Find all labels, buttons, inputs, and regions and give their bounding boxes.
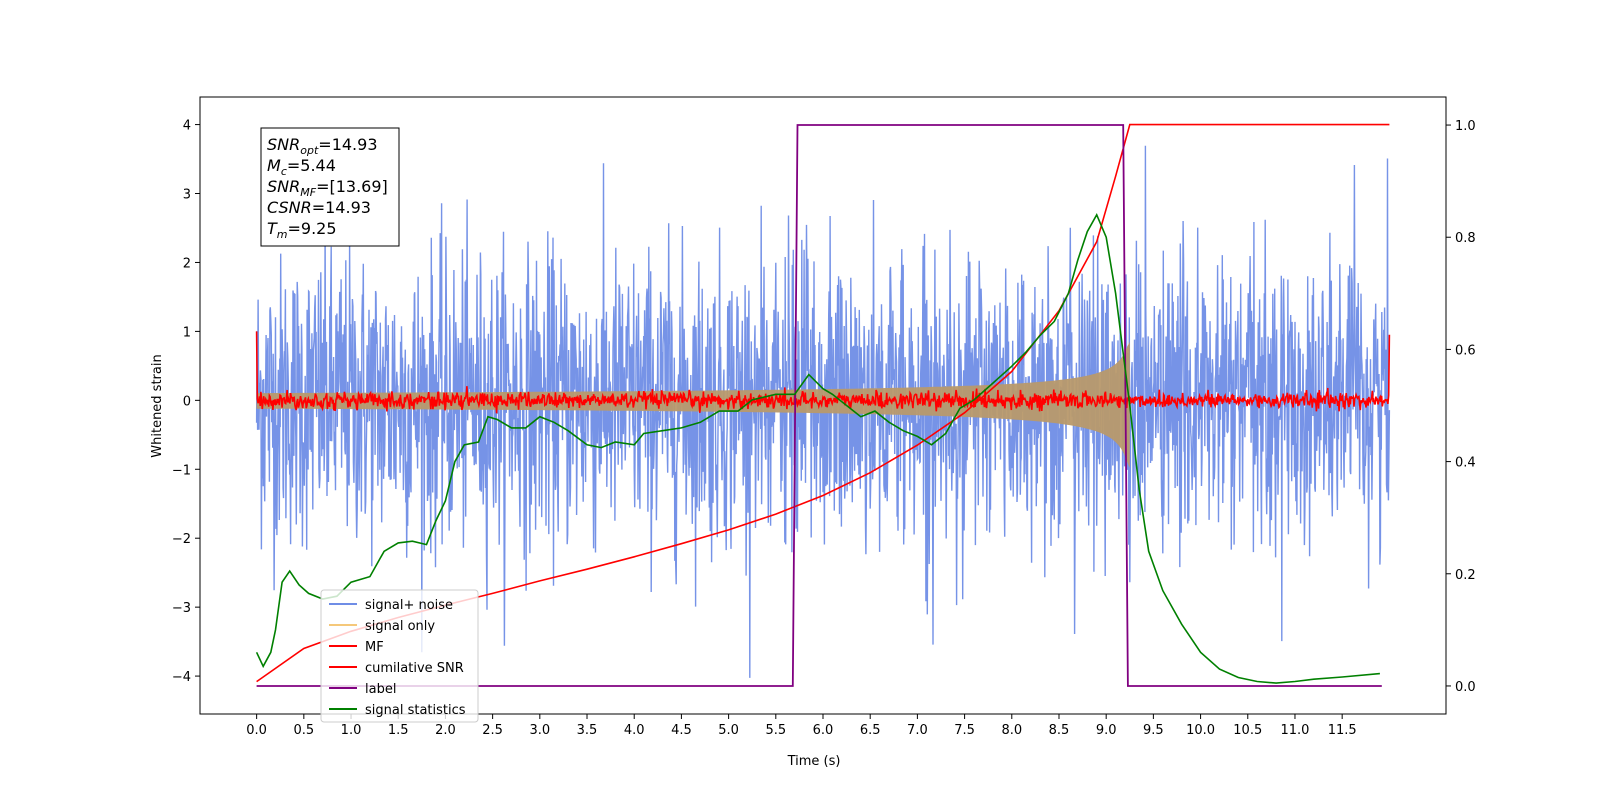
x-tick-label: 7.5: [954, 723, 975, 738]
series-label: [256, 124, 1382, 687]
annotation-symbol: CSNR: [267, 198, 312, 217]
x-tick-label: 0.5: [293, 723, 314, 738]
x-tick-label: 10.0: [1186, 723, 1215, 738]
x-tick-label: 5.0: [718, 723, 739, 738]
x-tick-label: 11.5: [1328, 723, 1357, 738]
annotation-symbol: SNR: [267, 135, 300, 154]
legend-entry: signal statistics: [365, 703, 466, 718]
annotation-line: Tm=9.25: [267, 219, 337, 241]
y2-tick-label: 1.0: [1455, 119, 1476, 134]
x-tick-label: 9.5: [1143, 723, 1164, 738]
series-mf: [255, 331, 1391, 414]
x-tick-label: 0.0: [246, 723, 267, 738]
annotation-subscript: c: [281, 165, 287, 178]
y2-tick-label: 0.4: [1455, 456, 1476, 471]
annotation-line: CSNR=14.93: [267, 198, 371, 217]
annotation-subscript: m: [277, 228, 288, 241]
x-tick-label: 6.5: [860, 723, 881, 738]
annotation-value: =14.93: [318, 135, 377, 154]
annotation-symbol: T: [267, 219, 278, 238]
annotation-subscript: opt: [300, 144, 319, 157]
annotation-line: SNRMF=[13.69]: [267, 177, 388, 199]
series-signal-statistics: [255, 212, 1380, 684]
annotation-subscript: MF: [300, 186, 316, 199]
legend-entry: cumilative SNR: [365, 661, 464, 676]
annotation-symbol: M: [267, 156, 281, 175]
x-axis-label: Time (s): [787, 754, 841, 769]
x-tick-label: 10.5: [1233, 723, 1262, 738]
legend: signal+ noise signal only MF cumilative SNR…: [320, 589, 479, 723]
annotation-value: =5.44: [287, 156, 336, 175]
y2-tick-label: 0.6: [1455, 343, 1476, 358]
annotation-line: Mc=5.44: [267, 156, 336, 178]
x-tick-label: 4.0: [624, 723, 645, 738]
annotation-symbol: SNR: [267, 177, 300, 196]
y-axis-label: Whitened strain: [150, 354, 165, 457]
annotation-box: SNRopt=14.93Mc=5.44SNRMF=[13.69]CSNR=14.…: [260, 127, 400, 247]
x-tick-label: 8.5: [1049, 723, 1070, 738]
annotation-value: =9.25: [288, 219, 337, 238]
x-tick-label: 2.5: [482, 723, 503, 738]
y-tick-label: 2: [183, 256, 191, 271]
legend-entry: signal only: [365, 619, 435, 634]
y-tick-label: 3: [183, 188, 191, 203]
x-tick-label: 3.5: [577, 723, 598, 738]
x-tick-label: 7.0: [907, 723, 928, 738]
x-tick-label: 11.0: [1280, 723, 1309, 738]
y-tick-label: −3: [172, 601, 191, 616]
y-tick-label: 4: [183, 119, 191, 134]
y-tick-label: −2: [172, 532, 191, 547]
x-tick-label: 1.0: [341, 723, 362, 738]
x-tick-label: 5.5: [765, 723, 786, 738]
y-tick-label: −1: [172, 463, 191, 478]
y2-tick-label: 0.0: [1455, 680, 1476, 695]
annotation-line: SNRopt=14.93: [267, 135, 378, 157]
annotation-frame: [260, 127, 400, 247]
annotation-value: =[13.69]: [316, 177, 388, 196]
y2-tick-label: 0.8: [1455, 231, 1476, 246]
axes-layer: 0.0 0.5 1.0 1.5 2.0 2.5 3.0 3.5 4.0 4.5 5.0 5.5 6.0 6…: [172, 96, 1476, 738]
legend-entry: MF: [365, 640, 384, 655]
legend-frame: [320, 589, 479, 723]
x-tick-label: 2.0: [435, 723, 456, 738]
x-tick-label: 8.0: [1001, 723, 1022, 738]
y-tick-label: 0: [183, 394, 191, 409]
x-tick-label: 3.0: [529, 723, 550, 738]
x-tick-label: 6.0: [813, 723, 834, 738]
legend-entry: signal+ noise: [365, 598, 453, 613]
x-tick-label: 4.5: [671, 723, 692, 738]
y-tick-label: 1: [183, 325, 191, 340]
x-tick-label: 1.5: [388, 723, 409, 738]
x-tick-label: 9.0: [1096, 723, 1117, 738]
annotation-value: =14.93: [312, 198, 371, 217]
y2-tick-label: 0.2: [1455, 568, 1476, 583]
y-tick-label: −4: [172, 670, 191, 685]
legend-entry: label: [365, 682, 396, 697]
